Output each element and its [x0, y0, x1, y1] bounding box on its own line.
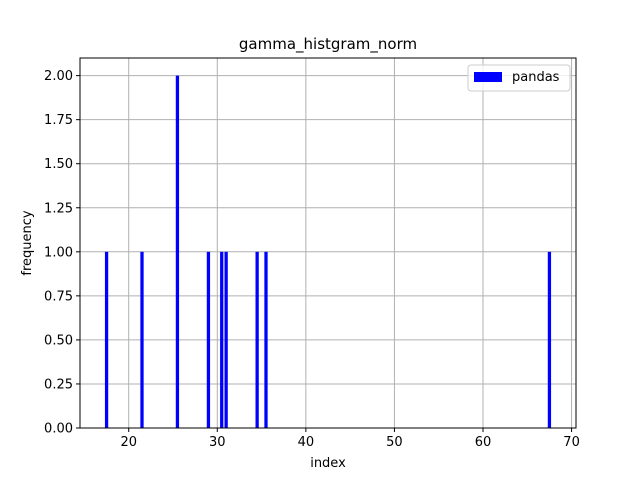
bar — [224, 251, 228, 428]
y-tick-label: 1.25 — [44, 201, 73, 216]
x-tick-label: 60 — [475, 435, 492, 450]
y-tick-label: 0.00 — [44, 422, 73, 437]
legend-label: pandas — [512, 70, 560, 85]
legend-box — [467, 64, 571, 92]
plot-frame — [79, 57, 577, 429]
x-tick-label: 20 — [120, 435, 137, 450]
x-tick-label: 70 — [563, 435, 580, 450]
bar — [206, 251, 211, 428]
x-axis-ticks: 20 30 40 50 60 70 — [120, 428, 580, 450]
x-tick-label: 50 — [386, 435, 403, 450]
bar — [140, 251, 144, 428]
chart-title: gamma_histgram_norm — [239, 35, 417, 54]
bar — [220, 251, 224, 428]
x-axis-label: index — [310, 456, 346, 471]
legend: pandas — [467, 64, 571, 92]
legend-swatch — [474, 72, 502, 82]
bar — [104, 251, 109, 428]
bar — [175, 75, 180, 428]
grid-lines — [80, 58, 576, 429]
y-tick-label: 0.50 — [44, 333, 73, 348]
y-tick-label: 0.75 — [44, 289, 73, 304]
bar — [547, 251, 552, 428]
bar — [264, 251, 268, 428]
bar — [255, 251, 259, 428]
x-tick-label: 40 — [298, 435, 315, 450]
x-tick-label: 30 — [209, 435, 226, 450]
y-axis-label: frequency — [20, 210, 35, 276]
y-axis-ticks: 0.00 0.25 0.50 0.75 1.00 1.25 1.50 1.75 2.00 — [44, 69, 80, 437]
bars — [104, 75, 552, 428]
y-tick-label: 2.00 — [44, 69, 73, 84]
y-tick-label: 0.25 — [44, 377, 73, 392]
y-tick-label: 1.00 — [44, 245, 73, 260]
y-tick-label: 1.75 — [44, 113, 73, 128]
y-tick-label: 1.50 — [44, 157, 73, 172]
